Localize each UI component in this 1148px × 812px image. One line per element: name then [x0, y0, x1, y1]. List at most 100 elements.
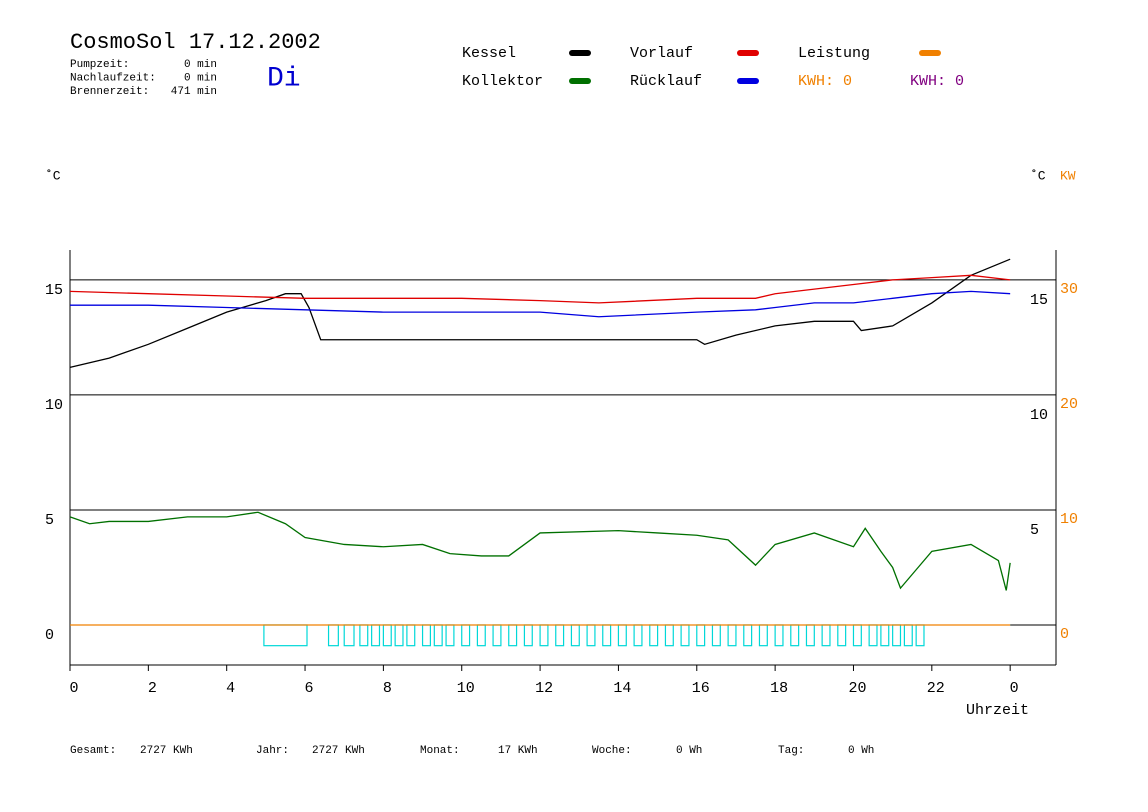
- pump-pulse: [711, 624, 721, 647]
- y2-tick-label: 0: [1060, 626, 1069, 643]
- info-value: 0 min: [184, 59, 217, 71]
- pump-pulse: [327, 624, 339, 647]
- y2-tick-label: 10: [1060, 511, 1078, 528]
- chart-title: CosmoSol 17.12.2002: [70, 30, 321, 55]
- series-line: [69, 258, 1011, 368]
- pump-pulse: [868, 624, 878, 647]
- y-unit: ˚C: [45, 168, 61, 183]
- pump-pulse: [476, 624, 486, 647]
- pump-pulse: [602, 624, 612, 647]
- footer-value: 2727 KWh: [140, 745, 193, 757]
- footer-label: Jahr:: [256, 745, 289, 757]
- info-label: Nachlaufzeit:: [70, 72, 156, 84]
- pump-pulse: [649, 624, 659, 647]
- legend-label: Vorlauf: [630, 45, 693, 62]
- y2-tick-label: 20: [1060, 396, 1078, 413]
- pump-pulse: [539, 624, 549, 647]
- pump-pulse: [343, 624, 355, 647]
- y-tick-label: 10: [45, 397, 63, 414]
- pump-pulse: [433, 624, 443, 647]
- pump-pulse: [382, 624, 392, 647]
- pump-pulse: [696, 624, 706, 647]
- pump-pulse: [743, 624, 753, 647]
- pump-pulse: [758, 624, 768, 647]
- x-tick-label: 18: [770, 680, 788, 697]
- x-tick-label: 20: [848, 680, 866, 697]
- pump-pulse: [570, 624, 580, 647]
- pump-pulse: [617, 624, 627, 647]
- pump-pulse: [880, 624, 890, 647]
- y-right-tick-label: 10: [1030, 407, 1048, 424]
- pump-pulse: [664, 624, 674, 647]
- x-tick-label: 4: [226, 680, 235, 697]
- series-line: [69, 274, 1011, 304]
- legend-label: Rücklauf: [630, 73, 702, 90]
- x-tick-label: 8: [383, 680, 392, 697]
- pump-pulse: [633, 624, 643, 647]
- pump-pulse: [852, 624, 862, 647]
- pump-pulse: [821, 624, 831, 647]
- x-tick-label: 2: [148, 680, 157, 697]
- footer-label: Tag:: [778, 745, 804, 757]
- x-tick-label: 10: [457, 680, 475, 697]
- pump-pulse: [805, 624, 815, 647]
- y2-unit: KW: [1060, 168, 1076, 183]
- y-tick-label: 15: [45, 282, 63, 299]
- pump-pulse: [915, 624, 925, 647]
- pump-pulse: [586, 624, 596, 647]
- footer-value: 0 Wh: [676, 745, 702, 757]
- x-tick-label: 16: [692, 680, 710, 697]
- pump-pulse: [523, 624, 533, 647]
- legend-label: Kessel: [462, 45, 516, 62]
- x-axis-label: Uhrzeit: [966, 702, 1029, 719]
- x-tick-label: 12: [535, 680, 553, 697]
- footer-value: 2727 KWh: [312, 745, 365, 757]
- footer-label: Gesamt:: [70, 745, 116, 757]
- pump-pulse: [445, 624, 455, 647]
- y-right-tick-label: 15: [1030, 292, 1048, 309]
- x-tick-label: 0: [1010, 680, 1019, 697]
- info-value: 471 min: [171, 86, 217, 98]
- kwh-label: KWH: 0: [798, 73, 852, 90]
- series-line: [69, 511, 1011, 591]
- pump-pulse: [727, 624, 737, 647]
- pump-pulse: [359, 624, 369, 647]
- pump-pulse: [790, 624, 800, 647]
- info-value: 0 min: [184, 72, 217, 84]
- y-tick-label: 0: [45, 627, 54, 644]
- pump-pulse: [406, 624, 416, 647]
- pump-pulse: [892, 624, 902, 647]
- pump-pulse: [492, 624, 502, 647]
- footer-label: Woche:: [592, 745, 632, 757]
- kwh-label: KWH: 0: [910, 73, 964, 90]
- y-tick-label: 5: [45, 512, 54, 529]
- pump-pulse: [555, 624, 565, 647]
- pump-pulse: [263, 624, 308, 647]
- pump-pulse: [680, 624, 690, 647]
- pump-pulse: [421, 624, 431, 647]
- pump-pulse: [508, 624, 518, 647]
- pump-pulse: [774, 624, 784, 647]
- weekday: Di: [267, 63, 301, 94]
- legend-label: Kollektor: [462, 73, 543, 90]
- info-label: Pumpzeit:: [70, 59, 129, 71]
- legend-label: Leistung: [798, 45, 870, 62]
- x-tick-label: 0: [69, 680, 78, 697]
- pump-pulse: [903, 624, 913, 647]
- y-right-tick-label: 5: [1030, 522, 1039, 539]
- pump-pulse: [837, 624, 847, 647]
- footer-label: Monat:: [420, 745, 460, 757]
- x-tick-label: 6: [305, 680, 314, 697]
- y2-tick-label: 30: [1060, 281, 1078, 298]
- pump-pulse: [371, 624, 381, 647]
- info-label: Brennerzeit:: [70, 86, 149, 98]
- pump-pulse: [394, 624, 404, 647]
- series-line: [70, 290, 1011, 318]
- y2-unit: ˚C: [1030, 168, 1046, 183]
- footer-value: 0 Wh: [848, 745, 874, 757]
- pump-pulse: [461, 624, 471, 647]
- footer-value: 17 KWh: [498, 745, 538, 757]
- x-tick-label: 14: [613, 680, 631, 697]
- x-tick-label: 22: [927, 680, 945, 697]
